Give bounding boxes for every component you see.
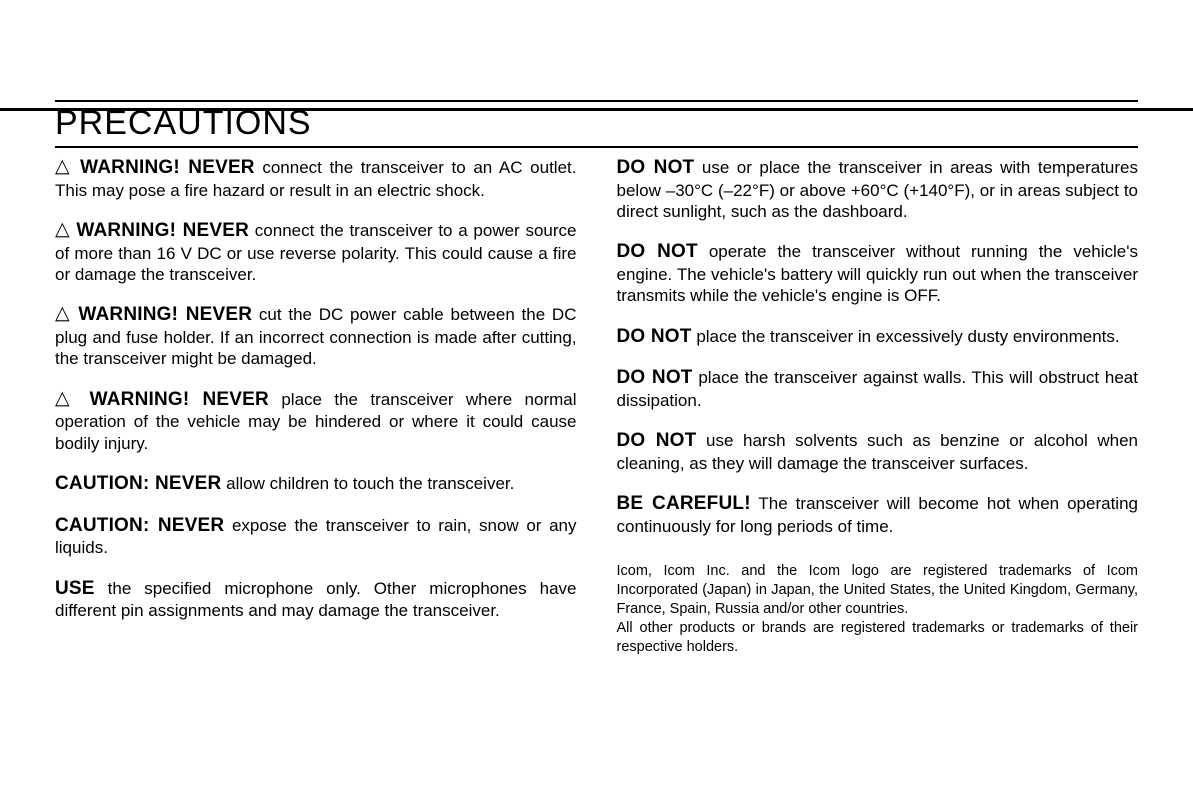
lead-text: BE CAREFUL! xyxy=(617,493,751,514)
left-column: △ WARNING! NEVER connect the transceiver… xyxy=(55,156,577,671)
warning-icon: △ xyxy=(55,156,73,177)
footnote-line-2: All other products or brands are registe… xyxy=(617,620,1139,655)
top-rule xyxy=(0,108,1193,111)
right-p5: DO NOT use harsh solvents such as benzin… xyxy=(617,429,1139,474)
lead-text: WARNING! NEVER xyxy=(90,389,269,410)
lead-text: WARNING! NEVER xyxy=(78,304,252,325)
right-p4: DO NOT place the transceiver against wal… xyxy=(617,366,1139,411)
body-text: place the transceiver in excessively dus… xyxy=(692,327,1120,346)
left-p7: USE the specified microphone only. Other… xyxy=(55,577,577,622)
warning-icon: △ xyxy=(55,303,72,324)
left-p1: △ WARNING! NEVER connect the transceiver… xyxy=(55,156,577,201)
body-text: allow children to touch the transceiver. xyxy=(221,474,514,493)
left-p4: △ WARNING! NEVER place the transceiver w… xyxy=(55,388,577,454)
left-p6: CAUTION: NEVER expose the transceiver to… xyxy=(55,514,577,559)
right-p2: DO NOT operate the transceiver without r… xyxy=(617,240,1139,306)
lead-text: DO NOT xyxy=(617,326,692,347)
lead-text: USE xyxy=(55,578,95,599)
warning-icon: △ xyxy=(55,388,77,409)
body-text: the specified microphone only. Other mic… xyxy=(55,579,577,621)
right-p1: DO NOT use or place the transceiver in a… xyxy=(617,156,1139,222)
lead-text: DO NOT xyxy=(617,367,693,388)
left-p5: CAUTION: NEVER allow children to touch t… xyxy=(55,472,577,496)
left-p3: △ WARNING! NEVER cut the DC power cable … xyxy=(55,303,577,369)
body-text: place the transceiver against walls. Thi… xyxy=(617,368,1139,410)
lead-text: DO NOT xyxy=(617,157,695,178)
lead-text: CAUTION: NEVER xyxy=(55,515,224,536)
page: PRECAUTIONS △ WARNING! NEVER connect the… xyxy=(0,100,1193,803)
lead-text: DO NOT xyxy=(617,241,698,262)
right-p3: DO NOT place the transceiver in excessiv… xyxy=(617,325,1139,349)
lead-text: WARNING! NEVER xyxy=(80,157,255,178)
body-text: use or place the transceiver in areas wi… xyxy=(617,158,1139,221)
warning-icon: △ xyxy=(55,219,71,240)
left-p2: △ WARNING! NEVER connect the transceiver… xyxy=(55,219,577,285)
right-column: DO NOT use or place the transceiver in a… xyxy=(617,156,1139,671)
trademark-footnote: Icom, Icom Inc. and the Icom logo are re… xyxy=(617,562,1139,656)
footnote-line-1: Icom, Icom Inc. and the Icom logo are re… xyxy=(617,563,1139,617)
columns: △ WARNING! NEVER connect the transceiver… xyxy=(55,156,1138,671)
lead-text: DO NOT xyxy=(617,430,697,451)
lead-text: CAUTION: NEVER xyxy=(55,473,221,494)
right-p6: BE CAREFUL! The transceiver will become … xyxy=(617,492,1139,537)
lead-text: WARNING! NEVER xyxy=(76,220,249,241)
